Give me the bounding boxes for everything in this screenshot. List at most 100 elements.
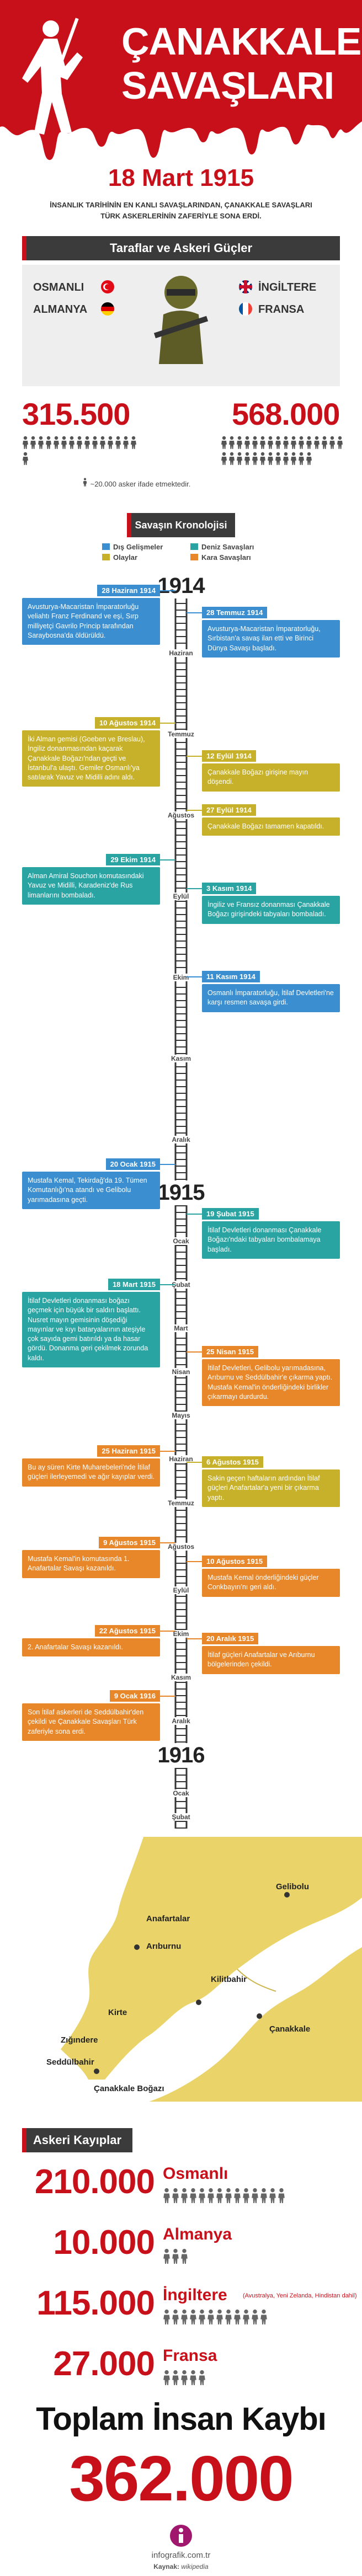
month-label: Haziran: [167, 1455, 195, 1463]
legend-label: Deniz Savaşları: [201, 543, 254, 551]
country: İNGİLTERE: [258, 281, 317, 293]
person-icon: [23, 452, 28, 465]
source-label: Kaynak:: [153, 2563, 179, 2570]
person-icon: [181, 2370, 188, 2385]
event-text: Bu ay süren Kirte Muharebeleri'nde İtila…: [22, 1458, 160, 1487]
icon-legend: ~20.000 asker ifade etmektedir.: [83, 478, 190, 488]
month-label: Ocak: [171, 1237, 191, 1245]
event-date: 3 Kasım 1914: [202, 883, 257, 894]
loss-name: Osmanlı: [163, 2165, 228, 2183]
site: infografik.com.tr: [151, 2551, 211, 2560]
connector: [187, 888, 202, 889]
person-icon: [83, 478, 87, 487]
person-icon: [225, 2309, 232, 2324]
icon-sample: [83, 478, 88, 488]
map-label: Gelibolu: [276, 1882, 309, 1891]
connector: [160, 1451, 175, 1452]
force-total: 315.500: [22, 397, 130, 431]
person-icon: [268, 452, 273, 465]
loss-icons: [163, 2309, 345, 2327]
person-icon: [237, 452, 242, 465]
person-icon: [181, 2309, 188, 2324]
person-icon: [283, 436, 289, 449]
month-label: Eylül: [171, 1586, 191, 1594]
person-icon: [172, 2309, 179, 2324]
loss-row: 27.000 Fransa: [17, 2344, 348, 2399]
force-total: 568.000: [232, 397, 340, 431]
loss-row: 210.000 Osmanlı: [17, 2162, 348, 2217]
person-icon: [23, 436, 28, 449]
section-heading: Savaşın Kronolojisi: [127, 513, 235, 537]
peninsula: [61, 1837, 362, 2080]
loss-row: 10.000 Almanya: [17, 2223, 348, 2278]
person-icon: [181, 2188, 188, 2203]
legend-swatch: [102, 554, 110, 560]
loss-icons: [163, 2248, 345, 2267]
year-label: 1914: [155, 574, 207, 598]
month-label: Aralık: [170, 1136, 192, 1144]
person-icon: [92, 436, 98, 449]
event-date: 25 Nisan 1915: [202, 1346, 259, 1358]
person-icon: [260, 436, 265, 449]
person-icon: [84, 436, 90, 449]
event-date: 19 Şubat 1915: [202, 1208, 259, 1220]
person-icon: [314, 436, 320, 449]
loss-name: İngiltere: [163, 2286, 227, 2304]
person-icon: [199, 2188, 205, 2203]
event-date: 20 Ocak 1915: [105, 1158, 160, 1170]
legend-label: Dış Gelişmeler: [113, 543, 163, 551]
month-label: Aralık: [170, 1717, 192, 1725]
person-icon: [306, 436, 312, 449]
map-label: Seddülbahir: [46, 2057, 94, 2067]
person-icon: [237, 436, 242, 449]
loss-value: 27.000: [53, 2345, 155, 2383]
mainland: [149, 1947, 362, 2102]
legend-swatch: [190, 554, 198, 560]
event-text: Çanakkale Boğazı girişine mayın döşendi.: [202, 763, 340, 792]
person-icon: [275, 452, 281, 465]
person-icon: [229, 436, 235, 449]
event-date: 28 Haziran 1914: [97, 585, 160, 596]
person-icon: [100, 436, 105, 449]
person-icon: [229, 452, 235, 465]
connector: [187, 1561, 202, 1562]
event-text: Son İtilaf askerleri de Seddülbahir'den …: [22, 1703, 160, 1741]
legend-item: Deniz Savaşları: [190, 543, 273, 551]
loss-name: Almanya: [163, 2225, 232, 2243]
legend-swatch: [102, 543, 110, 550]
connector: [187, 612, 202, 613]
headline-date: 18 Mart 1915: [108, 164, 254, 191]
connector: [160, 590, 175, 591]
loss-icons: [163, 2188, 345, 2206]
loss-icons: [163, 2370, 345, 2388]
person-icon: [190, 2370, 196, 2385]
person-icon: [199, 2309, 205, 2324]
connector: [160, 1164, 175, 1165]
person-icon: [244, 452, 250, 465]
person-icon: [172, 2370, 179, 2385]
month-label: Mart: [172, 1324, 190, 1332]
person-icon: [69, 436, 74, 449]
loss-name: Fransa: [163, 2347, 217, 2365]
legend-swatch: [190, 543, 198, 550]
map-label: Zığındere: [61, 2035, 98, 2045]
person-icon: [190, 2188, 196, 2203]
header-splash: [0, 0, 362, 160]
event-date: 10 Ağustos 1915: [202, 1556, 268, 1567]
person-icon: [306, 452, 312, 465]
person-icon: [252, 2188, 258, 2203]
connector: [187, 1351, 202, 1353]
event-text: İtilaf güçleri Anafartalar ve Arıburnu b…: [202, 1646, 340, 1674]
person-icon: [260, 452, 265, 465]
logo: [170, 2525, 192, 2547]
event-text: İki Alman gemisi (Goeben ve Breslau), İn…: [22, 730, 160, 787]
month-label: Kasım: [169, 1674, 193, 1682]
source: Kaynak: wikipedia: [0, 2563, 362, 2570]
losses-list: 210.000 Osmanlı 10.000 Almanya 115.000 İngilt…: [0, 2162, 362, 2399]
month-label: Ağustos: [166, 1542, 196, 1551]
connector: [160, 1631, 175, 1632]
event-text: İngiliz ve Fransız donanması Çanakkale B…: [202, 896, 340, 924]
event-text: İtilaf Devletleri donanması boğazı geçme…: [22, 1292, 160, 1367]
person-icon: [216, 2188, 223, 2203]
